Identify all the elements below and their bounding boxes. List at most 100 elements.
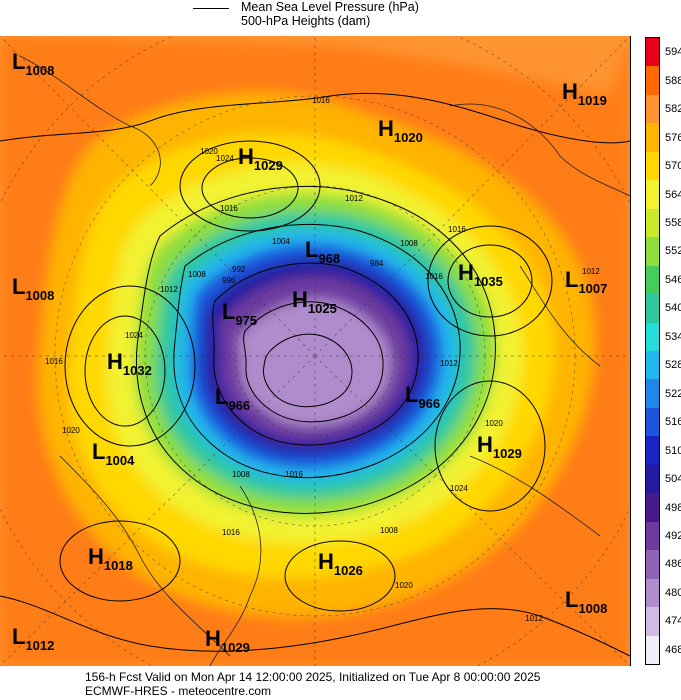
colorbar-tick-label: 504: [665, 473, 681, 486]
isobar-labels: 1016 1020 1024 1016 1012 1016 1008 1004 …: [45, 96, 600, 623]
pressure-low-label: L975: [222, 299, 258, 329]
isobar-label: 1020: [485, 419, 503, 428]
forecast-validity-text: 156-h Fcst Valid on Mon Apr 14 12:00:00 …: [85, 670, 541, 684]
isobar-label: 984: [370, 259, 384, 268]
colorbar-tick-label: 552: [665, 245, 681, 258]
colorbar-tick-label: 522: [665, 387, 681, 400]
colorbar-cell: [646, 578, 659, 608]
pressure-low-label: L1007: [565, 267, 608, 297]
pressure-high-label: H1032: [107, 349, 152, 379]
band-480: [238, 298, 392, 427]
isobar-label: 996: [222, 276, 236, 285]
isobar-label: 1008: [232, 470, 250, 479]
colorbar-tick-label: 498: [665, 501, 681, 514]
isobar-label: 1024: [450, 484, 468, 493]
colorbar-cell: [646, 493, 659, 523]
isobar-label: 1012: [525, 614, 543, 623]
isobar-label: 1024: [216, 154, 234, 163]
colorbar-cell: [646, 38, 659, 67]
isobar-label: 1020: [200, 147, 218, 156]
pressure-high-label: H1020: [378, 116, 423, 146]
legend-line-swatch: [193, 8, 229, 9]
graticule: [0, 36, 630, 666]
colorbar-cell: [646, 464, 659, 494]
colorbar-tick-label: 492: [665, 529, 681, 542]
pressure-high-label: H1019: [562, 79, 607, 109]
isobar-label: 1004: [272, 237, 290, 246]
pressure-low-label: L966: [405, 382, 441, 412]
colorbar-cell: [646, 407, 659, 437]
colorbar-tick-label: 564: [665, 188, 681, 201]
colorbar-tick-label: 546: [665, 273, 681, 286]
colorbar-cell: [646, 151, 659, 181]
isobar-label: 1008: [400, 239, 418, 248]
colorbar-cell: [646, 351, 659, 380]
coastlines: [19, 55, 630, 666]
colorbar-cell: [646, 180, 659, 210]
isobar-label: 1016: [222, 528, 240, 537]
colorbar-tick-label: 474: [665, 615, 681, 628]
colorbar-tick-label: 480: [665, 586, 681, 599]
map-panel: 1016 1020 1024 1016 1012 1016 1008 1004 …: [0, 36, 631, 666]
header: Mean Sea Level Pressure (hPa) 500-hPa He…: [0, 0, 681, 36]
pressure-high-label: H1029: [205, 626, 250, 656]
colorbar-tick-label: 486: [665, 558, 681, 571]
isobar-label: 1020: [62, 426, 80, 435]
colorbar-tick-label: 576: [665, 131, 681, 144]
pressure-low-label: L1008: [12, 274, 55, 304]
pressure-low-label: L1008: [12, 49, 55, 79]
pressure-low-label: L966: [215, 384, 251, 414]
isobar-label: 1024: [125, 331, 143, 340]
model-source-text: ECMWF-HRES - meteocentre.com: [85, 684, 272, 698]
colorbar-tick-label: 540: [665, 302, 681, 315]
colorbar-tick-label: 588: [665, 74, 681, 87]
isobar-label: 1008: [188, 270, 206, 279]
pressure-high-label: H1026: [318, 549, 363, 579]
colorbar-cell: [646, 322, 659, 352]
legend-mslp-label: Mean Sea Level Pressure (hPa): [241, 0, 419, 14]
colorbar-tick-label: 582: [665, 103, 681, 116]
isobar-label: 1016: [312, 96, 330, 105]
colorbar-tick-label: 468: [665, 643, 681, 656]
colorbar-cell: [646, 208, 659, 238]
map-canvas: 1016 1020 1024 1016 1012 1016 1008 1004 …: [0, 36, 630, 666]
isobar-label: 1016: [448, 225, 466, 234]
legend-heights-label: 500-hPa Heights (dam): [241, 14, 371, 28]
pressure-high-label: H1025: [292, 287, 337, 317]
colorbar-tick-label: 534: [665, 330, 681, 343]
isobar-label: 1012: [582, 267, 600, 276]
isobar-label: 1016: [425, 272, 443, 281]
pressure-high-label: H1018: [88, 544, 133, 574]
colorbar-tick-label: 516: [665, 416, 681, 429]
colorbar-cell: [646, 66, 659, 96]
isobars: [0, 92, 630, 657]
pressure-high-label: H1035: [458, 260, 503, 290]
isobar-label: 1016: [285, 470, 303, 479]
colorbar-tick-label: 558: [665, 216, 681, 229]
colorbar-cell: [646, 521, 659, 551]
colorbar: [645, 37, 660, 665]
pressure-low-label: L1012: [12, 624, 55, 654]
colorbar-cell: [646, 635, 659, 665]
footer: 156-h Fcst Valid on Mon Apr 14 12:00:00 …: [0, 668, 681, 700]
colorbar-tick-label: 570: [665, 160, 681, 173]
colorbar-cell: [646, 294, 659, 324]
isobar-label: 1016: [220, 204, 238, 213]
colorbar-cell: [646, 607, 659, 637]
isobar-label: 1016: [45, 357, 63, 366]
colorbar-cell: [646, 265, 659, 295]
colorbar-cell: [646, 94, 659, 124]
colorbar-cell: [646, 550, 659, 580]
isobar-label: 1012: [440, 359, 458, 368]
pressure-high-label: H1029: [477, 432, 522, 462]
colorbar-tick-label: 510: [665, 444, 681, 457]
pressure-low-label: L1004: [92, 439, 135, 469]
colorbar-cell: [646, 379, 659, 409]
isobar-label: 1012: [160, 285, 178, 294]
pressure-high-label: H1029: [238, 144, 283, 174]
isobar-label: 1008: [380, 526, 398, 535]
isobar-label: 1020: [395, 581, 413, 590]
colorbar-tick-label: 528: [665, 359, 681, 372]
isobar-label: 1012: [345, 194, 363, 203]
colorbar-cell: [646, 436, 659, 466]
